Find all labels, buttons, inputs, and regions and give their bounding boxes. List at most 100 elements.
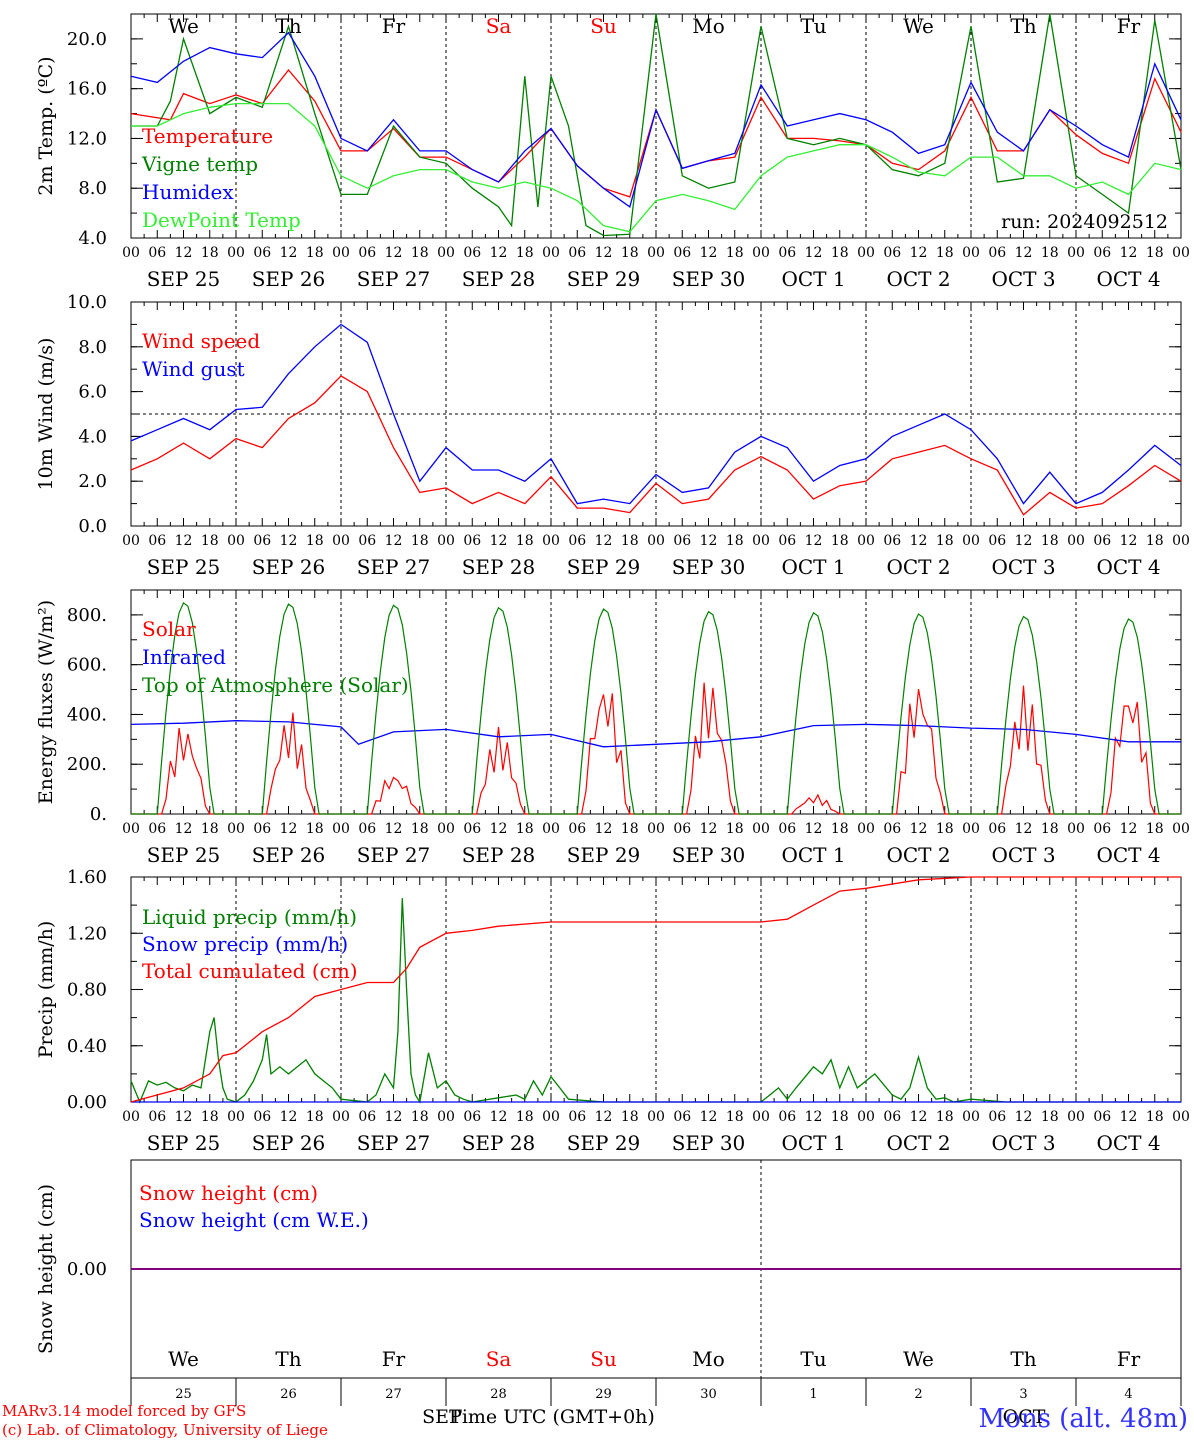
hour-tick-label: 06	[1093, 1109, 1111, 1125]
y-tick-label: 2.0	[78, 471, 107, 492]
hour-tick-label: 00	[752, 1109, 770, 1125]
date-label: OCT 4	[1096, 843, 1160, 867]
y-axis-label: Precip (mm/h)	[35, 921, 57, 1059]
hour-tick-label: 12	[595, 1109, 613, 1125]
weekday-label: Fr	[1117, 14, 1141, 38]
hour-tick-label: 12	[490, 821, 508, 837]
date-label: SEP 27	[357, 1131, 431, 1155]
date-label: OCT 2	[886, 555, 950, 579]
hour-tick-label: 06	[988, 245, 1006, 261]
hour-tick-label: 00	[1172, 533, 1190, 549]
hour-tick-label: 12	[595, 533, 613, 549]
y-tick-label: 400.	[67, 704, 107, 725]
hour-tick-label: 00	[1067, 245, 1085, 261]
hour-tick-label: 12	[910, 533, 928, 549]
hour-tick-label: 06	[358, 821, 376, 837]
hour-tick-label: 12	[805, 245, 823, 261]
hour-tick-label: 00	[962, 1109, 980, 1125]
weekday-label: Th	[1010, 14, 1036, 38]
date-label: OCT 2	[886, 843, 950, 867]
hour-tick-label: 12	[280, 1109, 298, 1125]
hour-tick-label: 12	[700, 1109, 718, 1125]
day-number-label: 28	[490, 1387, 507, 1402]
hour-tick-label: 06	[883, 1109, 901, 1125]
y-tick-label: 0.40	[67, 1036, 107, 1057]
date-label: SEP 27	[357, 555, 431, 579]
hour-tick-label: 00	[647, 533, 665, 549]
hour-tick-label: 00	[122, 533, 140, 549]
hour-tick-label: 18	[621, 245, 639, 261]
hour-tick-label: 18	[1041, 533, 1059, 549]
hour-tick-label: 06	[568, 1109, 586, 1125]
hour-tick-label: 12	[805, 1109, 823, 1125]
hour-tick-label: 00	[857, 533, 875, 549]
weekday-label: Sa	[486, 1347, 512, 1371]
footer-credit-lab: (c) Lab. of Climatology, University of L…	[2, 1421, 328, 1439]
hour-tick-label: 12	[490, 245, 508, 261]
weekday-label: We	[903, 1347, 934, 1371]
day-number-label: 27	[385, 1387, 402, 1402]
hour-tick-label: 12	[1120, 821, 1138, 837]
date-label: SEP 29	[567, 843, 641, 867]
hour-tick-label: 18	[306, 821, 324, 837]
date-label: OCT 1	[781, 843, 845, 867]
date-label: SEP 28	[462, 1131, 536, 1155]
legend-vigne-temp: Vigne temp	[141, 152, 258, 176]
hour-tick-label: 00	[857, 245, 875, 261]
hour-tick-label: 00	[332, 1109, 350, 1125]
series-top-of-atmosphere-solar	[131, 601, 1181, 815]
hour-tick-label: 12	[385, 533, 403, 549]
panel-frame	[130, 589, 1182, 815]
hour-tick-label: 06	[253, 821, 271, 837]
panel-frame	[130, 13, 1182, 239]
weekday-label: We	[168, 14, 199, 38]
date-label: SEP 30	[672, 267, 746, 291]
hour-tick-label: 12	[175, 1109, 193, 1125]
y-tick-label: 6.0	[78, 382, 107, 403]
day-number-label: 26	[280, 1387, 297, 1402]
date-label: OCT 1	[781, 1131, 845, 1155]
y-tick-label: 0.00	[67, 1259, 107, 1280]
run-label: run: 2024092512	[1001, 211, 1168, 233]
hour-tick-label: 00	[332, 533, 350, 549]
hour-tick-label: 00	[542, 533, 560, 549]
hour-tick-label: 06	[148, 245, 166, 261]
date-label: SEP 27	[357, 843, 431, 867]
date-label: SEP 29	[567, 555, 641, 579]
hour-tick-label: 18	[306, 1109, 324, 1125]
date-label: OCT 2	[886, 1131, 950, 1155]
legend-solar: Solar	[142, 617, 196, 641]
hour-tick-label: 18	[1041, 821, 1059, 837]
hour-tick-label: 12	[910, 1109, 928, 1125]
hour-tick-label: 06	[883, 245, 901, 261]
hour-tick-label: 00	[857, 1109, 875, 1125]
y-axis-label: 2m Temp. (ºC)	[35, 56, 57, 195]
hour-tick-label: 18	[411, 821, 429, 837]
hour-tick-label: 18	[936, 533, 954, 549]
legend-wind-speed: Wind speed	[142, 329, 260, 353]
legend-snow-height-cm: Snow height (cm)	[139, 1181, 318, 1205]
hour-tick-label: 00	[752, 821, 770, 837]
hour-tick-label: 06	[883, 821, 901, 837]
hour-tick-label: 18	[1146, 533, 1164, 549]
hour-tick-label: 12	[700, 245, 718, 261]
hour-tick-label: 18	[1146, 245, 1164, 261]
series-infrared	[130, 720, 1181, 748]
weekday-label: Fr	[1117, 1347, 1141, 1371]
date-label: OCT 1	[781, 267, 845, 291]
weekday-label: Fr	[382, 1347, 406, 1371]
y-tick-label: 20.0	[67, 29, 107, 50]
date-label: OCT 4	[1096, 555, 1160, 579]
hour-tick-label: 00	[542, 1109, 560, 1125]
hour-tick-label: 00	[1067, 1109, 1085, 1125]
hour-tick-label: 06	[463, 821, 481, 837]
y-axis-label: Energy fluxes (W/m²)	[35, 600, 57, 804]
hour-tick-label: 18	[1041, 1109, 1059, 1125]
date-label: SEP 30	[672, 843, 746, 867]
hour-tick-label: 18	[621, 821, 639, 837]
hour-tick-label: 06	[673, 245, 691, 261]
day-number-label: 29	[595, 1387, 612, 1402]
date-label: SEP 26	[252, 1131, 326, 1155]
hour-tick-label: 06	[988, 1109, 1006, 1125]
hour-tick-label: 00	[647, 821, 665, 837]
